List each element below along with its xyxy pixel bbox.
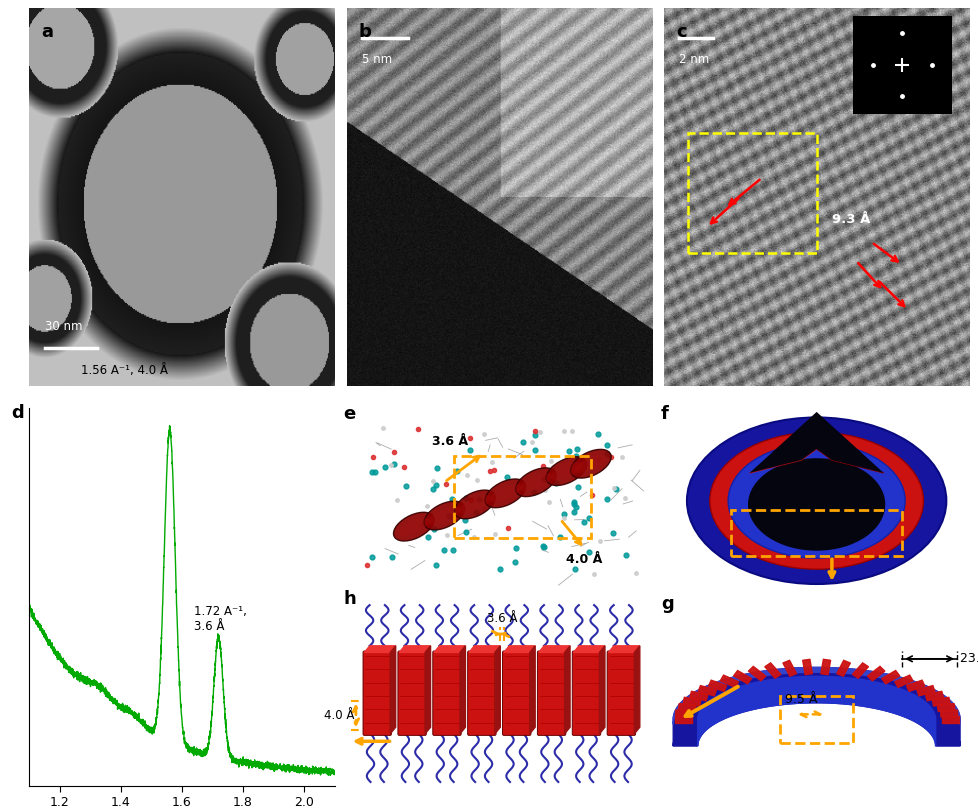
Polygon shape bbox=[599, 646, 604, 734]
Text: 2 nm: 2 nm bbox=[679, 53, 709, 66]
Ellipse shape bbox=[546, 457, 586, 485]
Text: h: h bbox=[343, 590, 356, 608]
Polygon shape bbox=[634, 646, 640, 734]
Polygon shape bbox=[683, 697, 700, 706]
Ellipse shape bbox=[728, 443, 905, 558]
FancyBboxPatch shape bbox=[502, 651, 530, 735]
Ellipse shape bbox=[459, 495, 490, 514]
Ellipse shape bbox=[428, 506, 460, 525]
Text: 30 nm: 30 nm bbox=[45, 320, 82, 333]
Ellipse shape bbox=[550, 462, 582, 480]
FancyBboxPatch shape bbox=[467, 651, 496, 735]
Polygon shape bbox=[607, 646, 640, 653]
Ellipse shape bbox=[484, 479, 525, 508]
FancyBboxPatch shape bbox=[363, 651, 391, 735]
Ellipse shape bbox=[454, 490, 495, 518]
Text: 3.6 Å: 3.6 Å bbox=[486, 612, 516, 625]
Text: 3.6 Å: 3.6 Å bbox=[431, 435, 467, 448]
Text: 4.0 Å: 4.0 Å bbox=[566, 553, 602, 566]
Polygon shape bbox=[573, 646, 604, 653]
Text: 5 nm: 5 nm bbox=[362, 53, 392, 66]
Ellipse shape bbox=[423, 501, 465, 530]
Ellipse shape bbox=[747, 458, 884, 551]
Text: 23.0 nm: 23.0 nm bbox=[959, 652, 978, 665]
Polygon shape bbox=[894, 675, 912, 688]
Text: e: e bbox=[343, 404, 356, 423]
Polygon shape bbox=[697, 676, 935, 746]
Polygon shape bbox=[764, 663, 780, 678]
Ellipse shape bbox=[570, 450, 610, 478]
Polygon shape bbox=[424, 646, 430, 734]
Bar bbox=[779, 696, 853, 744]
Text: f: f bbox=[660, 404, 668, 423]
Text: 9.5 Å: 9.5 Å bbox=[784, 693, 817, 706]
Text: d: d bbox=[11, 404, 23, 423]
Ellipse shape bbox=[489, 484, 520, 502]
Polygon shape bbox=[747, 667, 765, 680]
Polygon shape bbox=[836, 660, 850, 676]
Polygon shape bbox=[708, 680, 726, 692]
Polygon shape bbox=[940, 710, 956, 717]
Polygon shape bbox=[915, 685, 934, 696]
Bar bbox=[688, 133, 816, 254]
FancyBboxPatch shape bbox=[397, 651, 425, 735]
Bar bbox=[731, 510, 901, 556]
Polygon shape bbox=[697, 685, 716, 696]
Polygon shape bbox=[504, 646, 535, 653]
Polygon shape bbox=[538, 646, 569, 653]
Polygon shape bbox=[673, 667, 959, 746]
Text: a: a bbox=[41, 23, 54, 41]
Polygon shape bbox=[937, 704, 954, 711]
Polygon shape bbox=[678, 704, 695, 711]
Polygon shape bbox=[906, 680, 924, 692]
Polygon shape bbox=[782, 660, 796, 676]
Polygon shape bbox=[529, 646, 535, 734]
Polygon shape bbox=[689, 691, 707, 701]
Polygon shape bbox=[433, 646, 465, 653]
Polygon shape bbox=[924, 691, 943, 701]
Polygon shape bbox=[802, 659, 812, 675]
Polygon shape bbox=[816, 449, 883, 473]
Polygon shape bbox=[720, 675, 737, 688]
Polygon shape bbox=[733, 671, 751, 684]
Bar bbox=[453, 456, 591, 538]
Polygon shape bbox=[390, 646, 395, 734]
Polygon shape bbox=[749, 449, 816, 473]
Polygon shape bbox=[674, 716, 690, 723]
FancyBboxPatch shape bbox=[432, 651, 461, 735]
Polygon shape bbox=[468, 646, 500, 653]
Polygon shape bbox=[460, 646, 465, 734]
Polygon shape bbox=[867, 667, 884, 680]
Text: g: g bbox=[660, 595, 673, 613]
Polygon shape bbox=[820, 659, 829, 675]
FancyBboxPatch shape bbox=[537, 651, 565, 735]
Polygon shape bbox=[941, 716, 957, 723]
Polygon shape bbox=[494, 646, 500, 734]
Text: 9.3 Å: 9.3 Å bbox=[831, 213, 869, 226]
Ellipse shape bbox=[687, 417, 946, 584]
Ellipse shape bbox=[709, 433, 922, 569]
Polygon shape bbox=[673, 667, 959, 724]
Polygon shape bbox=[364, 646, 395, 653]
Ellipse shape bbox=[574, 454, 606, 473]
FancyBboxPatch shape bbox=[572, 651, 600, 735]
Polygon shape bbox=[749, 412, 883, 473]
Ellipse shape bbox=[398, 518, 429, 536]
Polygon shape bbox=[673, 694, 959, 746]
Text: 1.72 A⁻¹,
3.6 Å: 1.72 A⁻¹, 3.6 Å bbox=[194, 605, 246, 633]
Polygon shape bbox=[881, 671, 899, 684]
Ellipse shape bbox=[515, 468, 556, 497]
Polygon shape bbox=[675, 710, 692, 717]
Text: 1.56 A⁻¹, 4.0 Å: 1.56 A⁻¹, 4.0 Å bbox=[81, 364, 168, 377]
Text: c: c bbox=[676, 23, 687, 41]
Polygon shape bbox=[931, 697, 949, 706]
Polygon shape bbox=[564, 646, 569, 734]
Ellipse shape bbox=[393, 512, 434, 541]
Text: 4.0 Å: 4.0 Å bbox=[324, 709, 354, 722]
Text: b: b bbox=[359, 23, 372, 41]
Polygon shape bbox=[852, 663, 867, 678]
FancyBboxPatch shape bbox=[606, 651, 635, 735]
Polygon shape bbox=[399, 646, 430, 653]
Ellipse shape bbox=[519, 473, 552, 492]
